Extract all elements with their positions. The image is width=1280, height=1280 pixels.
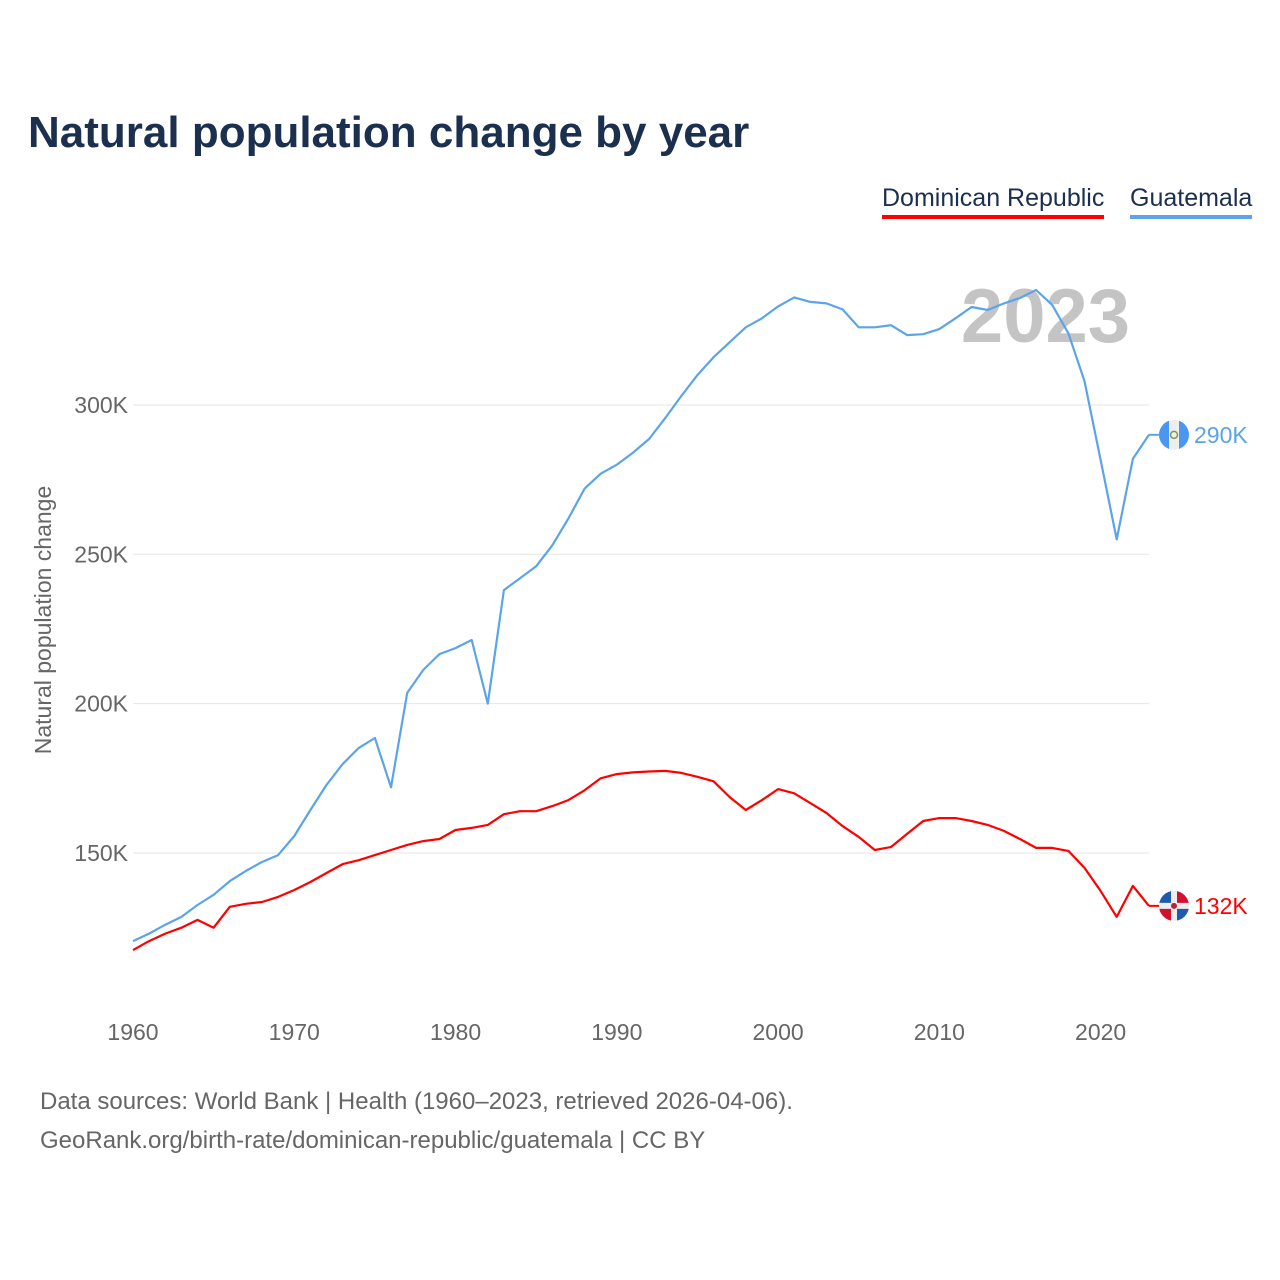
y-tick-label: 250K [74, 541, 128, 567]
x-tick-label: 1990 [591, 1019, 642, 1045]
series-line-guatemala [132, 288, 1150, 943]
y-tick-label: 200K [74, 691, 128, 717]
footer-sources: Data sources: World Bank | Health (1960–… [40, 1088, 793, 1115]
guatemala-flag-icon [1159, 419, 1189, 450]
x-tick-label: 2010 [914, 1019, 965, 1045]
chart-title: Natural population change by year [28, 108, 750, 157]
y-axis-label: Natural population change [30, 486, 56, 755]
x-tick-label: 1980 [430, 1019, 481, 1045]
y-tick-label: 150K [74, 840, 128, 866]
end-value-label: 290K [1194, 422, 1248, 448]
end-value-label: 132K [1194, 893, 1248, 919]
year-watermark: 2023 [961, 274, 1130, 359]
legend-dominican-republic[interactable]: Dominican Republic [882, 184, 1105, 219]
dominican-republic-flag-icon [1159, 890, 1189, 921]
y-tick-label: 300K [74, 392, 128, 418]
x-tick-label: 1970 [269, 1019, 320, 1045]
footer-link[interactable]: GeoRank.org/birth-rate/dominican-republi… [40, 1127, 706, 1154]
x-tick-label: 2020 [1075, 1019, 1126, 1045]
legend-guatemala[interactable]: Guatemala [1130, 184, 1253, 219]
x-tick-label: 1960 [107, 1019, 158, 1045]
x-tick-label: 2000 [752, 1019, 803, 1045]
series-line-dominican-republic [132, 769, 1150, 952]
